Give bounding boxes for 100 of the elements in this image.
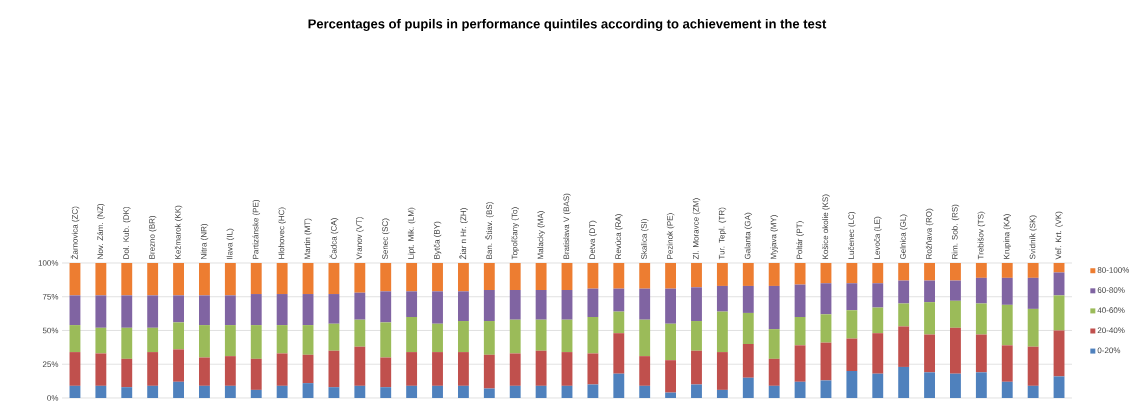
bar [380, 291, 392, 323]
x-tick-label: Revúca (RA) [615, 214, 623, 259]
bar [950, 373, 961, 398]
bar [69, 295, 81, 326]
bar [898, 262, 910, 281]
bar [199, 262, 210, 296]
bar [509, 385, 521, 398]
x-tick-label: Tur. Tepl. (TR) [718, 207, 727, 260]
bar [768, 285, 780, 330]
bar [820, 314, 832, 343]
x-tick-label: Senec (SC) [381, 218, 390, 260]
bar [1053, 295, 1065, 331]
bar [432, 352, 443, 386]
x-tick-label: Lipt. Mik. (LM) [407, 207, 416, 259]
bar [535, 350, 547, 386]
bar [173, 381, 184, 398]
x-tick-label: Brezno (BR) [148, 215, 157, 259]
bar [302, 294, 314, 326]
bar [613, 288, 625, 312]
bar [1001, 277, 1013, 305]
bar [224, 295, 236, 326]
bar [224, 325, 236, 357]
x-tick-label: Bytča (BY) [433, 221, 442, 259]
bar [768, 385, 780, 398]
bar [328, 387, 340, 398]
bar [846, 283, 858, 311]
bar [199, 357, 210, 386]
bar [121, 387, 133, 398]
bar [276, 325, 288, 354]
bar [716, 389, 728, 398]
x-tick-label: Topoľčany (To) [511, 207, 519, 260]
bar [250, 358, 262, 390]
bar [302, 383, 314, 398]
bar [1027, 308, 1039, 347]
bar [380, 262, 392, 292]
bar [742, 312, 754, 344]
bar [354, 346, 366, 386]
bar [924, 372, 935, 398]
x-tick-label: Lučenec (LC) [848, 211, 856, 259]
x-tick-label: Galanta (GA) [744, 212, 753, 260]
bar [95, 295, 107, 328]
x-tick-label: Žiar n Hr. (ZH) [459, 208, 468, 260]
bar [509, 289, 521, 320]
x-tick-label: Ilava (IL) [226, 228, 235, 259]
bar [509, 262, 521, 290]
bar [898, 326, 910, 367]
bar [199, 385, 210, 398]
bar [121, 262, 133, 296]
bar [509, 353, 521, 386]
x-tick-label: Dol. Kub. (DK) [123, 206, 131, 259]
bar [406, 316, 418, 353]
bar [691, 350, 702, 385]
bar [406, 262, 418, 292]
bar [147, 352, 159, 386]
x-tick-label: Svidník (SK) [1029, 215, 1037, 260]
bar [328, 294, 340, 324]
bar [457, 321, 469, 353]
bar [95, 385, 107, 398]
bar [250, 389, 262, 398]
x-tick-label: Nitra (NR) [200, 223, 209, 259]
bar [561, 262, 573, 290]
bar [173, 295, 184, 323]
bar [665, 288, 677, 324]
y-tick-label: 50% [42, 327, 59, 334]
bar [587, 262, 599, 289]
x-tick-label: Detva (DT) [589, 220, 597, 259]
bar [820, 283, 832, 315]
bar [820, 262, 832, 284]
bar [716, 311, 728, 353]
bar [742, 343, 754, 378]
x-tick-label: Levoča (LE) [874, 216, 882, 259]
bar [872, 307, 884, 334]
bar [406, 291, 418, 317]
bar [509, 319, 521, 354]
bar [561, 319, 573, 353]
bar [354, 262, 366, 293]
bar [665, 392, 677, 398]
bar [69, 352, 81, 386]
bar [147, 262, 159, 296]
bar [1053, 330, 1065, 377]
x-tick-label: Gelnica (GL) [899, 214, 908, 260]
legend-label: 80-100% [1097, 267, 1130, 273]
bar [975, 262, 987, 278]
bar [276, 294, 288, 326]
bar [483, 321, 495, 355]
x-tick-label: Žarnovica (ZC) [70, 206, 80, 260]
bar [457, 262, 469, 292]
bar [924, 262, 935, 281]
bar [950, 280, 961, 301]
x-tick-label: Partizánske (PE) [252, 199, 261, 259]
bar [302, 325, 314, 355]
bar [1027, 277, 1039, 309]
bar [95, 327, 107, 354]
bar [794, 316, 806, 346]
bar [924, 302, 935, 335]
bar [1027, 262, 1039, 278]
bar [224, 262, 236, 296]
bar [587, 353, 599, 385]
bar [950, 300, 961, 328]
x-tick-label: Kežmarok (KK) [174, 205, 183, 259]
